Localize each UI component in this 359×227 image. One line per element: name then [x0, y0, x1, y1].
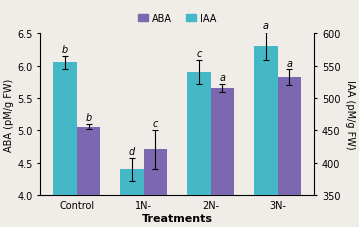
- Bar: [254, 47, 278, 227]
- Bar: [144, 150, 167, 227]
- Text: d: d: [129, 146, 135, 156]
- Text: c: c: [196, 49, 202, 59]
- Text: c: c: [153, 118, 158, 128]
- Text: b: b: [62, 45, 68, 55]
- Bar: [187, 73, 211, 227]
- Text: a: a: [219, 73, 225, 83]
- Bar: [120, 170, 144, 227]
- Bar: [77, 127, 100, 227]
- Text: b: b: [85, 112, 92, 122]
- Text: a: a: [263, 21, 269, 31]
- Bar: [211, 89, 234, 227]
- Legend: ABA, IAA: ABA, IAA: [134, 10, 220, 27]
- Y-axis label: ABA (pM/g FW): ABA (pM/g FW): [4, 78, 14, 151]
- Y-axis label: IAA (pM/g FW): IAA (pM/g FW): [345, 80, 355, 149]
- Text: a: a: [286, 58, 292, 68]
- X-axis label: Treatments: Treatments: [142, 213, 213, 223]
- Bar: [278, 78, 301, 227]
- Bar: [53, 63, 77, 227]
